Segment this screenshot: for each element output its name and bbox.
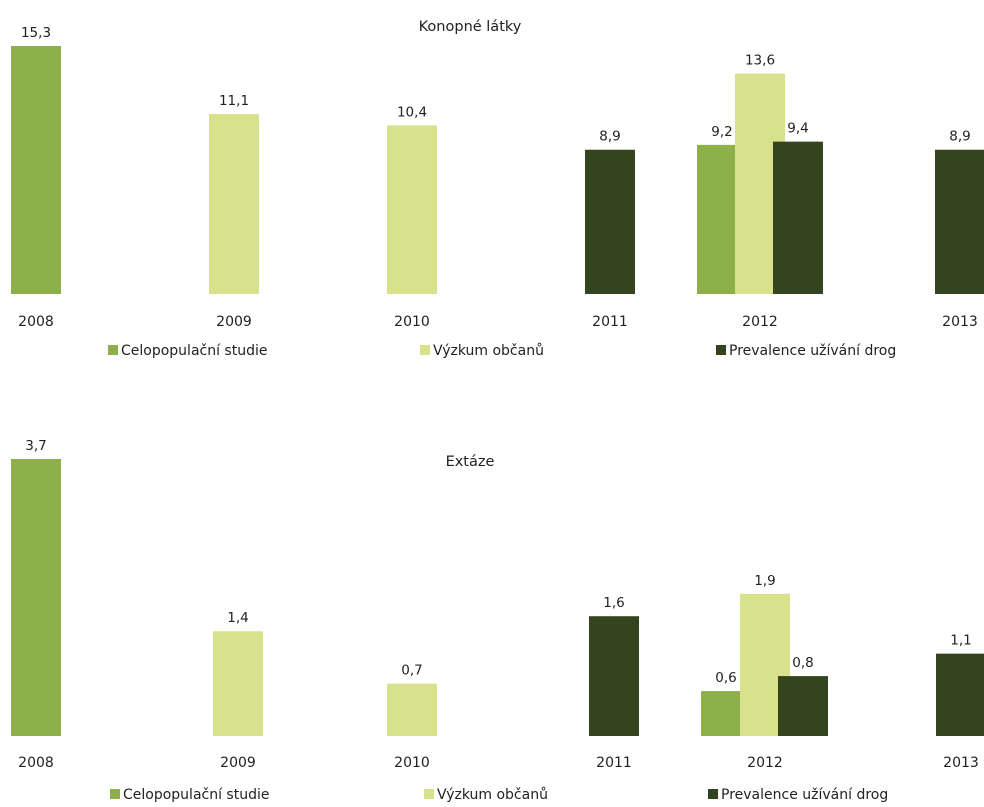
data-label: 0,6	[715, 670, 736, 686]
bar	[936, 653, 984, 736]
bar	[209, 114, 259, 294]
data-label: 1,4	[227, 610, 248, 626]
x-tick-label: 2008	[18, 755, 54, 771]
bar	[585, 149, 635, 294]
data-label: 3,7	[25, 438, 46, 454]
data-label: 8,9	[949, 129, 970, 145]
legend: Celopopulační studie Výzkum občanů Prevale…	[110, 787, 888, 803]
data-label: 10,4	[397, 104, 427, 120]
bar	[589, 616, 639, 736]
x-tick-label: 2011	[596, 755, 632, 771]
bar	[387, 683, 437, 736]
chart-1: Konopné látky 15,3 2008 11,1 2009 10,4 2010 8,9…	[11, 19, 984, 359]
legend-swatch	[420, 345, 430, 355]
x-tick-label: 2010	[394, 755, 430, 771]
legend-swatch	[110, 789, 120, 799]
x-tick-label: 2012	[742, 314, 778, 330]
legend-swatch	[108, 345, 118, 355]
x-tick-label: 2013	[943, 755, 979, 771]
data-label: 8,9	[599, 129, 620, 145]
chart-title: Konopné látky	[419, 19, 522, 35]
legend-swatch	[708, 789, 718, 799]
x-tick-label: 2012	[747, 755, 783, 771]
chart-2: Extáze 3,7 2008 1,4 2009 0,7 2010 1,6 2011 0,6 1,9…	[11, 438, 984, 803]
chart-title: Extáze	[446, 454, 495, 470]
bar	[778, 676, 828, 736]
data-label: 1,6	[603, 595, 624, 611]
x-tick-label: 2009	[216, 314, 252, 330]
legend-swatch	[716, 345, 726, 355]
data-label: 1,1	[950, 633, 971, 649]
data-label: 0,8	[792, 655, 813, 671]
legend-label: Prevalence užívání drog	[721, 787, 888, 803]
legend: Celopopulační studie Výzkum občanů Prevale…	[108, 343, 896, 359]
x-tick-label: 2008	[18, 314, 54, 330]
data-label: 11,1	[219, 93, 249, 109]
bar	[213, 631, 263, 736]
data-label: 15,3	[21, 25, 51, 41]
legend-swatch	[424, 789, 434, 799]
bar	[11, 46, 61, 294]
data-label: 0,7	[401, 663, 422, 679]
bar	[773, 141, 823, 294]
legend-label: Výzkum občanů	[433, 343, 544, 359]
data-label: 1,9	[754, 573, 775, 589]
bar	[11, 459, 61, 736]
data-label: 13,6	[745, 53, 775, 69]
data-label: 9,2	[711, 124, 732, 140]
legend-label: Výzkum občanů	[437, 787, 548, 803]
legend-label: Celopopulační studie	[123, 787, 269, 803]
bar	[935, 149, 984, 294]
legend-label: Celopopulační studie	[121, 343, 267, 359]
bar	[387, 125, 437, 294]
x-tick-label: 2011	[592, 314, 628, 330]
legend-label: Prevalence užívání drog	[729, 343, 896, 359]
x-tick-label: 2013	[942, 314, 978, 330]
x-tick-label: 2009	[220, 755, 256, 771]
data-label: 9,4	[787, 121, 808, 137]
x-tick-label: 2010	[394, 314, 430, 330]
